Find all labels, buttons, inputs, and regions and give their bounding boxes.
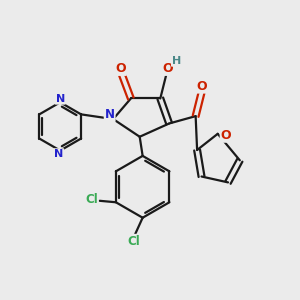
Text: H: H <box>172 56 181 66</box>
Text: N: N <box>56 94 65 104</box>
Text: O: O <box>162 62 173 75</box>
Text: O: O <box>221 129 231 142</box>
Text: O: O <box>197 80 207 93</box>
Text: N: N <box>105 108 115 121</box>
Text: N: N <box>54 149 63 159</box>
Text: O: O <box>115 62 126 75</box>
Text: Cl: Cl <box>128 235 140 248</box>
Text: Cl: Cl <box>85 193 98 206</box>
